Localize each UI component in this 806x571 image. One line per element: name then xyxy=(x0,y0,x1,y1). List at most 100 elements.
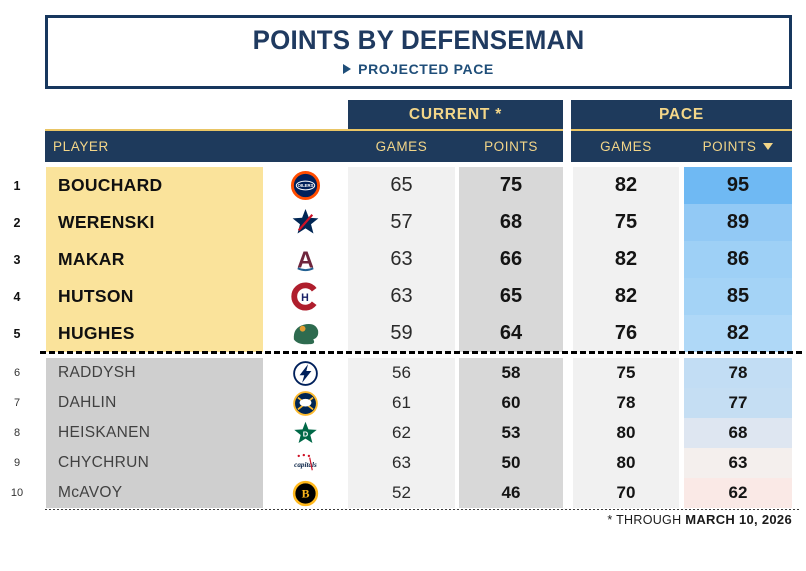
avalanche-logo-icon: A xyxy=(263,241,348,278)
column-header-current-points: POINTS xyxy=(484,139,538,154)
current-games-value: 65 xyxy=(348,167,455,204)
sabres-logo-icon xyxy=(263,388,348,418)
current-games-value: 57 xyxy=(348,204,455,241)
rank-label: 4 xyxy=(13,289,21,304)
gold-divider-left xyxy=(45,129,563,131)
pace-points-value: 78 xyxy=(684,358,792,388)
svg-text:B: B xyxy=(302,486,310,500)
player-name: McAVOY xyxy=(46,478,263,508)
rank-label: 7 xyxy=(13,397,21,409)
blue-jackets-logo-icon xyxy=(263,204,348,241)
canadiens-logo-icon: H xyxy=(263,278,348,315)
pace-games-value: 70 xyxy=(573,478,679,508)
current-points-value: 46 xyxy=(459,478,563,508)
footnote: * THROUGH MARCH 10, 2026 xyxy=(607,512,792,527)
pace-games-value: 75 xyxy=(573,204,679,241)
column-header-pace-points-label: POINTS xyxy=(702,139,757,154)
current-points-value: 60 xyxy=(459,388,563,418)
column-header-pace-points-sort[interactable]: POINTS xyxy=(684,131,792,162)
rank-label: 1 xyxy=(13,178,21,193)
pace-points-value: 82 xyxy=(684,315,792,352)
current-points-value: 58 xyxy=(459,358,563,388)
footnote-prefix: * THROUGH xyxy=(607,513,686,527)
gold-divider-pace xyxy=(571,129,792,131)
rank-label: 3 xyxy=(13,252,21,267)
current-points-value: 64 xyxy=(459,315,563,352)
current-points-value: 50 xyxy=(459,448,563,478)
current-group-header: CURRENT * xyxy=(348,100,563,129)
rank-label: 6 xyxy=(13,367,21,379)
pace-games-value: 75 xyxy=(573,358,679,388)
current-points-value: 53 xyxy=(459,418,563,448)
svg-text:A: A xyxy=(297,246,314,272)
svg-text:capitals: capitals xyxy=(294,460,317,468)
pace-games-value: 76 xyxy=(573,315,679,352)
current-games-value: 63 xyxy=(348,278,455,315)
current-points-value: 65 xyxy=(459,278,563,315)
player-name: WERENSKI xyxy=(46,204,263,241)
column-header-player: PLAYER xyxy=(53,139,109,154)
pace-points-value: 68 xyxy=(684,418,792,448)
player-name: BOUCHARD xyxy=(46,167,263,204)
sort-down-icon xyxy=(763,143,774,150)
player-name: HEISKANEN xyxy=(46,418,263,448)
current-games-value: 63 xyxy=(348,241,455,278)
table-bottom-dotted-line xyxy=(45,508,801,510)
current-points-value: 75 xyxy=(459,167,563,204)
page-title: POINTS BY DEFENSEMAN xyxy=(252,25,585,55)
pace-games-value: 82 xyxy=(573,278,679,315)
current-games-value: 59 xyxy=(348,315,455,352)
subtitle-arrow-icon xyxy=(343,64,352,74)
bruins-logo-icon: B xyxy=(263,478,348,508)
svg-text:OILERS: OILERS xyxy=(298,183,314,188)
page-subtitle: PROJECTED PACE xyxy=(48,61,789,77)
stars-logo-icon: D xyxy=(263,418,348,448)
current-games-value: 63 xyxy=(348,448,455,478)
pace-games-value: 80 xyxy=(573,418,679,448)
rank-label: 8 xyxy=(13,427,21,439)
player-name: DAHLIN xyxy=(46,388,263,418)
player-name: HUTSON xyxy=(46,278,263,315)
pace-points-value: 63 xyxy=(684,448,792,478)
pace-points-value: 77 xyxy=(684,388,792,418)
pace-points-value: 89 xyxy=(684,204,792,241)
player-name: RADDYSH xyxy=(46,358,263,388)
left-column-header-bar: PLAYER GAMES POINTS xyxy=(45,131,563,162)
current-points-value: 66 xyxy=(459,241,563,278)
pace-games-value: 82 xyxy=(573,167,679,204)
pace-points-value: 62 xyxy=(684,478,792,508)
svg-text:H: H xyxy=(301,292,309,304)
capitals-logo-icon: capitals xyxy=(263,448,348,478)
cutoff-dashed-line xyxy=(40,351,802,354)
title-box: POINTS BY DEFENSEMAN PROJECTED PACE xyxy=(45,15,792,89)
current-games-value: 56 xyxy=(348,358,455,388)
pace-points-value: 85 xyxy=(684,278,792,315)
player-name: CHYCHRUN xyxy=(46,448,263,478)
lightning-logo-icon xyxy=(263,358,348,388)
pace-games-value: 78 xyxy=(573,388,679,418)
current-points-value: 68 xyxy=(459,204,563,241)
current-games-value: 62 xyxy=(348,418,455,448)
current-games-value: 61 xyxy=(348,388,455,418)
footnote-date: MARCH 10, 2026 xyxy=(685,512,792,527)
pace-group-header: PACE xyxy=(571,100,792,129)
rank-label: 5 xyxy=(13,326,21,341)
oilers-logo-icon: OILERS xyxy=(263,167,348,204)
pace-column-header-bar: GAMES POINTS xyxy=(571,131,792,162)
player-name: MAKAR xyxy=(46,241,263,278)
wild-logo-icon xyxy=(263,315,348,352)
pace-games-value: 82 xyxy=(573,241,679,278)
rank-label: 9 xyxy=(13,457,21,469)
player-name: HUGHES xyxy=(46,315,263,352)
pace-games-value: 80 xyxy=(573,448,679,478)
current-games-value: 52 xyxy=(348,478,455,508)
rank-label: 10 xyxy=(10,487,24,499)
svg-text:D: D xyxy=(303,429,309,438)
pace-points-value: 86 xyxy=(684,241,792,278)
rank-label: 2 xyxy=(13,215,21,230)
pace-points-value: 95 xyxy=(684,167,792,204)
column-header-pace-games: GAMES xyxy=(600,139,652,154)
column-header-current-games: GAMES xyxy=(375,139,428,154)
page-subtitle-label: PROJECTED PACE xyxy=(358,61,494,77)
